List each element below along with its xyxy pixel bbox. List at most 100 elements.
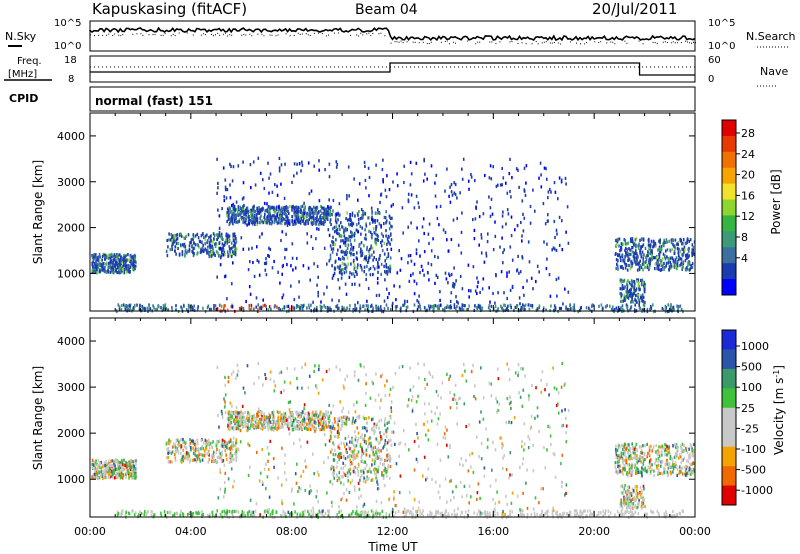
velocity-echo: [102, 469, 104, 473]
velocity-echo: [107, 475, 110, 480]
velocity-echo: [635, 471, 637, 475]
velocity-echo: [359, 478, 361, 482]
power-echo: [570, 307, 572, 311]
power-echo: [152, 304, 154, 308]
power-echo: [648, 243, 651, 247]
velocity-echo: [389, 476, 391, 480]
power-echo: [275, 219, 278, 223]
power-echo: [629, 291, 632, 295]
power-echo: [372, 258, 374, 262]
power-echo: [686, 267, 689, 272]
velocity-echo: [690, 468, 692, 472]
noise-traces: [89, 26, 696, 45]
power-echo: [225, 196, 228, 200]
velocity-echo: [345, 450, 347, 454]
power-echo: [275, 205, 278, 209]
velocity-echo: [243, 420, 246, 424]
power-echo: [360, 241, 363, 245]
velocity-echo: [167, 448, 170, 452]
velocity-echo: [245, 421, 247, 425]
power-echo: [546, 257, 548, 261]
power-echo: [223, 275, 226, 279]
power-echo: [344, 267, 346, 271]
power-echo: [643, 263, 646, 267]
power-echo: [285, 219, 288, 223]
power-echo: [273, 209, 275, 213]
power-echo: [298, 218, 300, 222]
power-echo: [300, 304, 303, 308]
power-echo: [257, 307, 259, 311]
power-echo: [218, 234, 221, 238]
power-echo: [231, 210, 233, 214]
power-echo: [502, 210, 504, 214]
power-echo: [624, 248, 626, 253]
power-echo: [677, 258, 680, 262]
power-echo: [297, 212, 299, 216]
power-echo: [306, 306, 308, 310]
velocity-echo: [381, 473, 383, 477]
power-echo: [317, 211, 320, 215]
power-echo: [209, 243, 212, 247]
velocity-echo: [257, 425, 259, 429]
power-echo: [207, 251, 209, 255]
power-echo: [119, 253, 121, 257]
power-echo: [349, 213, 351, 217]
power-echo: [309, 206, 312, 210]
velocity-echo: [125, 461, 127, 465]
velocity-echo: [624, 447, 626, 451]
power-echo: [624, 242, 627, 246]
power-echo: [343, 230, 345, 234]
power-echo: [417, 305, 420, 309]
power-echo: [399, 268, 402, 272]
power-echo: [621, 287, 623, 291]
power-echo: [291, 256, 294, 260]
power-echo: [435, 273, 438, 277]
power-echo: [257, 156, 260, 160]
power-echo: [305, 212, 308, 216]
power-echo: [333, 271, 336, 275]
power-echo: [221, 242, 224, 246]
velocity-echo: [186, 455, 188, 459]
velocity-echo: [175, 439, 178, 443]
power-echo: [197, 236, 200, 240]
power-echo: [612, 305, 614, 309]
power-echo: [506, 208, 509, 212]
power-echo: [638, 288, 641, 292]
power-echo: [426, 177, 428, 181]
velocity-echo: [329, 450, 332, 454]
power-echo: [389, 264, 391, 268]
power-echo: [379, 307, 382, 311]
power-echo: [639, 250, 642, 254]
power-echo: [687, 263, 689, 267]
freq-left-tick-top: 18: [64, 55, 77, 66]
power-echo: [266, 221, 268, 225]
power-echo: [126, 268, 129, 272]
power-echo: [307, 161, 310, 165]
velocity-echo: [621, 469, 624, 473]
velocity-echo: [184, 453, 187, 457]
power-echo: [388, 221, 391, 225]
power-echo: [385, 195, 388, 199]
power-echo: [243, 212, 245, 217]
velocity-echo: [388, 439, 390, 443]
power-echo: [175, 308, 177, 312]
power-echo: [427, 232, 430, 236]
power-echo: [463, 304, 466, 308]
power-echo: [209, 246, 211, 250]
power-echo: [344, 226, 347, 230]
power-echo: [479, 304, 482, 308]
power-echo: [380, 224, 382, 228]
power-echo: [316, 283, 318, 287]
power-echo: [669, 308, 672, 312]
power-echo: [438, 304, 440, 308]
power-echo: [192, 233, 195, 237]
power-echo: [331, 264, 333, 268]
velocity-echo: [201, 458, 204, 462]
velocity-echo: [336, 431, 339, 435]
power-echo: [489, 214, 492, 218]
power-echo: [438, 306, 440, 310]
power-echo: [127, 253, 129, 257]
power-echo: [523, 188, 526, 192]
power-echo: [437, 307, 439, 311]
colorbar-swatch: [722, 247, 736, 264]
